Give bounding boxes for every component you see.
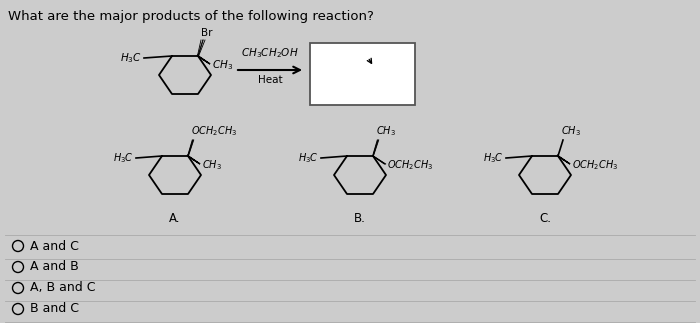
Text: $OCH_2CH_3$: $OCH_2CH_3$: [572, 158, 618, 172]
Text: Br: Br: [201, 28, 213, 38]
Text: $H_3C$: $H_3C$: [483, 151, 504, 165]
Text: $OCH_2CH_3$: $OCH_2CH_3$: [387, 158, 433, 172]
Text: $CH_3$: $CH_3$: [202, 158, 222, 172]
Text: B.: B.: [354, 212, 366, 225]
Text: A and B: A and B: [30, 261, 78, 274]
Polygon shape: [187, 155, 200, 164]
Text: $H_3C$: $H_3C$: [120, 51, 142, 65]
Text: What are the major products of the following reaction?: What are the major products of the follo…: [8, 10, 374, 23]
Text: Heat: Heat: [258, 75, 282, 85]
Text: A.: A.: [169, 212, 181, 225]
Bar: [310, 43, 415, 105]
Text: A and C: A and C: [30, 239, 79, 253]
Text: B and C: B and C: [30, 303, 79, 316]
Text: $H_3C$: $H_3C$: [298, 151, 319, 165]
Text: A, B and C: A, B and C: [30, 282, 95, 295]
Text: $OCH_2CH_3$: $OCH_2CH_3$: [191, 124, 237, 138]
Text: $H_3C$: $H_3C$: [113, 151, 134, 165]
Text: $CH_3CH_2OH$: $CH_3CH_2OH$: [241, 46, 299, 60]
Text: $CH_3$: $CH_3$: [561, 124, 581, 138]
Text: C.: C.: [539, 212, 551, 225]
Polygon shape: [197, 55, 210, 64]
Polygon shape: [557, 155, 570, 164]
Text: $CH_3$: $CH_3$: [376, 124, 396, 138]
Text: $CH_3$: $CH_3$: [212, 58, 233, 72]
